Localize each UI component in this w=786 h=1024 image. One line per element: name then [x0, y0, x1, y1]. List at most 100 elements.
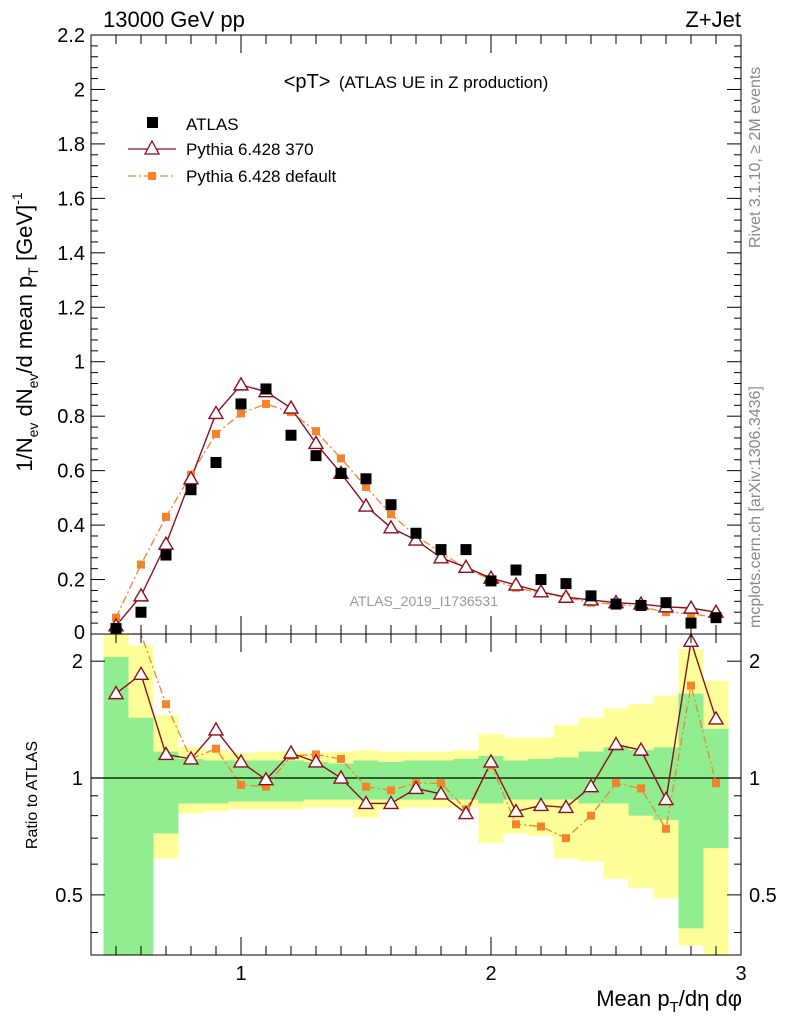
- ratio-x-axis-label-rest: /dη dφ: [679, 986, 742, 1011]
- ratio-point-pythia-370: [407, 780, 425, 795]
- main-point-pythia-default: [337, 454, 345, 463]
- ratio-point-pythia-default: [387, 786, 395, 795]
- ratio-point-pythia-370: [232, 753, 250, 768]
- ratio-band-inner: [528, 758, 554, 800]
- main-point-atlas: [635, 599, 647, 611]
- ratio-band-inner: [278, 760, 304, 802]
- main-point-pythia-370: [132, 587, 150, 602]
- ratio-y-tick-label-left: 1: [72, 768, 83, 790]
- ratio-point-pythia-370: [707, 710, 725, 725]
- main-point-atlas: [510, 564, 522, 576]
- main-point-atlas: [485, 575, 497, 587]
- main-y-axis-label-part: ev: [25, 374, 41, 389]
- main-y-axis-label-part: 1/N: [12, 437, 37, 471]
- main-title-description: (ATLAS UE in Z production): [339, 73, 548, 92]
- legend-label-pythia-370: Pythia 6.428 370: [186, 140, 314, 159]
- main-point-pythia-default: [162, 512, 170, 521]
- ratio-point-pythia-370: [632, 741, 650, 756]
- main-point-atlas: [135, 606, 147, 618]
- ratio-point-pythia-370: [307, 753, 325, 768]
- main-y-tick-label: 0.8: [57, 406, 85, 428]
- main-point-pythia-default: [212, 429, 220, 438]
- ratio-point-pythia-370: [382, 795, 400, 810]
- ratio-x-tick-label: 2: [485, 963, 496, 985]
- ratio-x-axis: 1 2 3: [115, 634, 747, 985]
- ratio-point-pythia-370: [257, 771, 275, 786]
- ratio-point-pythia-370: [432, 785, 450, 800]
- main-y-axis-label-part: /d mean p: [12, 276, 37, 374]
- ratio-point-pythia-370: [107, 685, 125, 700]
- main-point-pythia-370: [357, 497, 375, 512]
- ratio-band-inner: [628, 750, 654, 816]
- ratio-point-pythia-370: [657, 791, 675, 806]
- main-point-atlas: [685, 617, 697, 629]
- ratio-y-tick-label-left: 0.5: [55, 885, 83, 907]
- main-point-atlas: [335, 467, 347, 479]
- main-point-pythia-370: [407, 531, 425, 546]
- main-y-tick-label: 2: [74, 79, 85, 101]
- main-point-atlas: [585, 590, 597, 602]
- main-point-pythia-370: [307, 435, 325, 450]
- main-title-symbol: <pT>: [284, 71, 331, 93]
- ratio-x-tick-label: 1: [235, 963, 246, 985]
- main-point-atlas: [535, 574, 547, 586]
- main-y-tick-label: 1.4: [57, 243, 85, 265]
- ratio-x-tick-label: 3: [735, 963, 746, 985]
- main-point-atlas: [410, 527, 422, 539]
- legend-label-pythia-default: Pythia 6.428 default: [186, 167, 337, 186]
- ratio-y-tick-label-left: 2: [72, 651, 83, 673]
- ratio-point-pythia-default: [162, 700, 170, 709]
- main-y-tick-label-zero: 0: [74, 622, 85, 644]
- main-point-atlas: [210, 456, 222, 468]
- ratio-band-inner: [153, 751, 179, 834]
- ratio-point-pythia-370: [457, 805, 475, 820]
- ratio-point-pythia-370: [282, 744, 300, 759]
- ratio-band-inner: [128, 717, 154, 955]
- main-point-atlas: [285, 429, 297, 441]
- ratio-band-inner: [203, 760, 229, 804]
- main-point-pythia-default: [312, 427, 320, 436]
- ratio-bands-layer: [91, 634, 741, 955]
- header-left-label: 13000 GeV pp: [103, 7, 245, 32]
- ratio-band-inner: [503, 760, 529, 800]
- ratio-point-pythia-default: [612, 779, 620, 788]
- main-y-tick-label: 1.6: [57, 188, 85, 210]
- ratio-band-inner: [303, 761, 329, 800]
- ratio-point-pythia-370: [582, 778, 600, 793]
- main-point-pythia-default: [387, 510, 395, 519]
- ratio-x-axis-label-sub: T: [670, 999, 679, 1016]
- legend-label-atlas: ATLAS: [186, 115, 239, 134]
- ratio-point-pythia-default: [687, 681, 695, 690]
- main-y-axis-label-part: ev: [25, 423, 41, 438]
- legend-marker-pythia-default: [148, 172, 156, 180]
- header-right-label: Z+Jet: [685, 7, 741, 32]
- main-point-atlas: [560, 578, 572, 590]
- ratio-y-tick-label-right: 0.5: [749, 885, 777, 907]
- ratio-band-inner: [678, 693, 704, 929]
- main-point-atlas: [660, 597, 672, 609]
- main-point-pythia-370: [382, 519, 400, 534]
- ratio-band-inner: [453, 758, 479, 800]
- main-point-pythia-370: [282, 399, 300, 414]
- ratio-point-pythia-370: [357, 795, 375, 810]
- ratio-point-pythia-default: [237, 780, 245, 789]
- main-y-tick-label: 1: [74, 352, 85, 374]
- main-y-tick-label: 0.4: [57, 515, 85, 537]
- main-y-axis-label: 1/Nev dNev/d mean pT [GeV]-1: [9, 192, 41, 472]
- main-title: <pT> (ATLAS UE in Z production): [284, 71, 549, 93]
- main-y-axis: 0.2 0.4 0.6 0.8 1 1.2 1.4 1.6 1.8 2 2.2 0: [57, 25, 741, 644]
- main-line-pythia-370: [115, 384, 717, 627]
- main-point-atlas: [710, 612, 722, 624]
- ratio-x-axis-label: Mean pT/dη dφ: [596, 986, 742, 1016]
- main-y-axis-label-part: dN: [12, 388, 37, 422]
- ratio-point-pythia-370: [157, 746, 175, 761]
- ratio-x-axis-label-main: Mean p: [596, 986, 669, 1011]
- main-point-pythia-370: [557, 588, 575, 603]
- main-y-axis-label-part: -1: [9, 192, 25, 205]
- ratio-point-pythia-370: [557, 799, 575, 814]
- main-point-pythia-default: [362, 482, 370, 491]
- ratio-point-pythia-default: [587, 811, 595, 820]
- ratio-y-tick-label-right: 1: [749, 768, 760, 790]
- main-point-atlas: [610, 598, 622, 610]
- ratio-y-axis: 0.5 0.5 1 1 2 2: [55, 651, 777, 933]
